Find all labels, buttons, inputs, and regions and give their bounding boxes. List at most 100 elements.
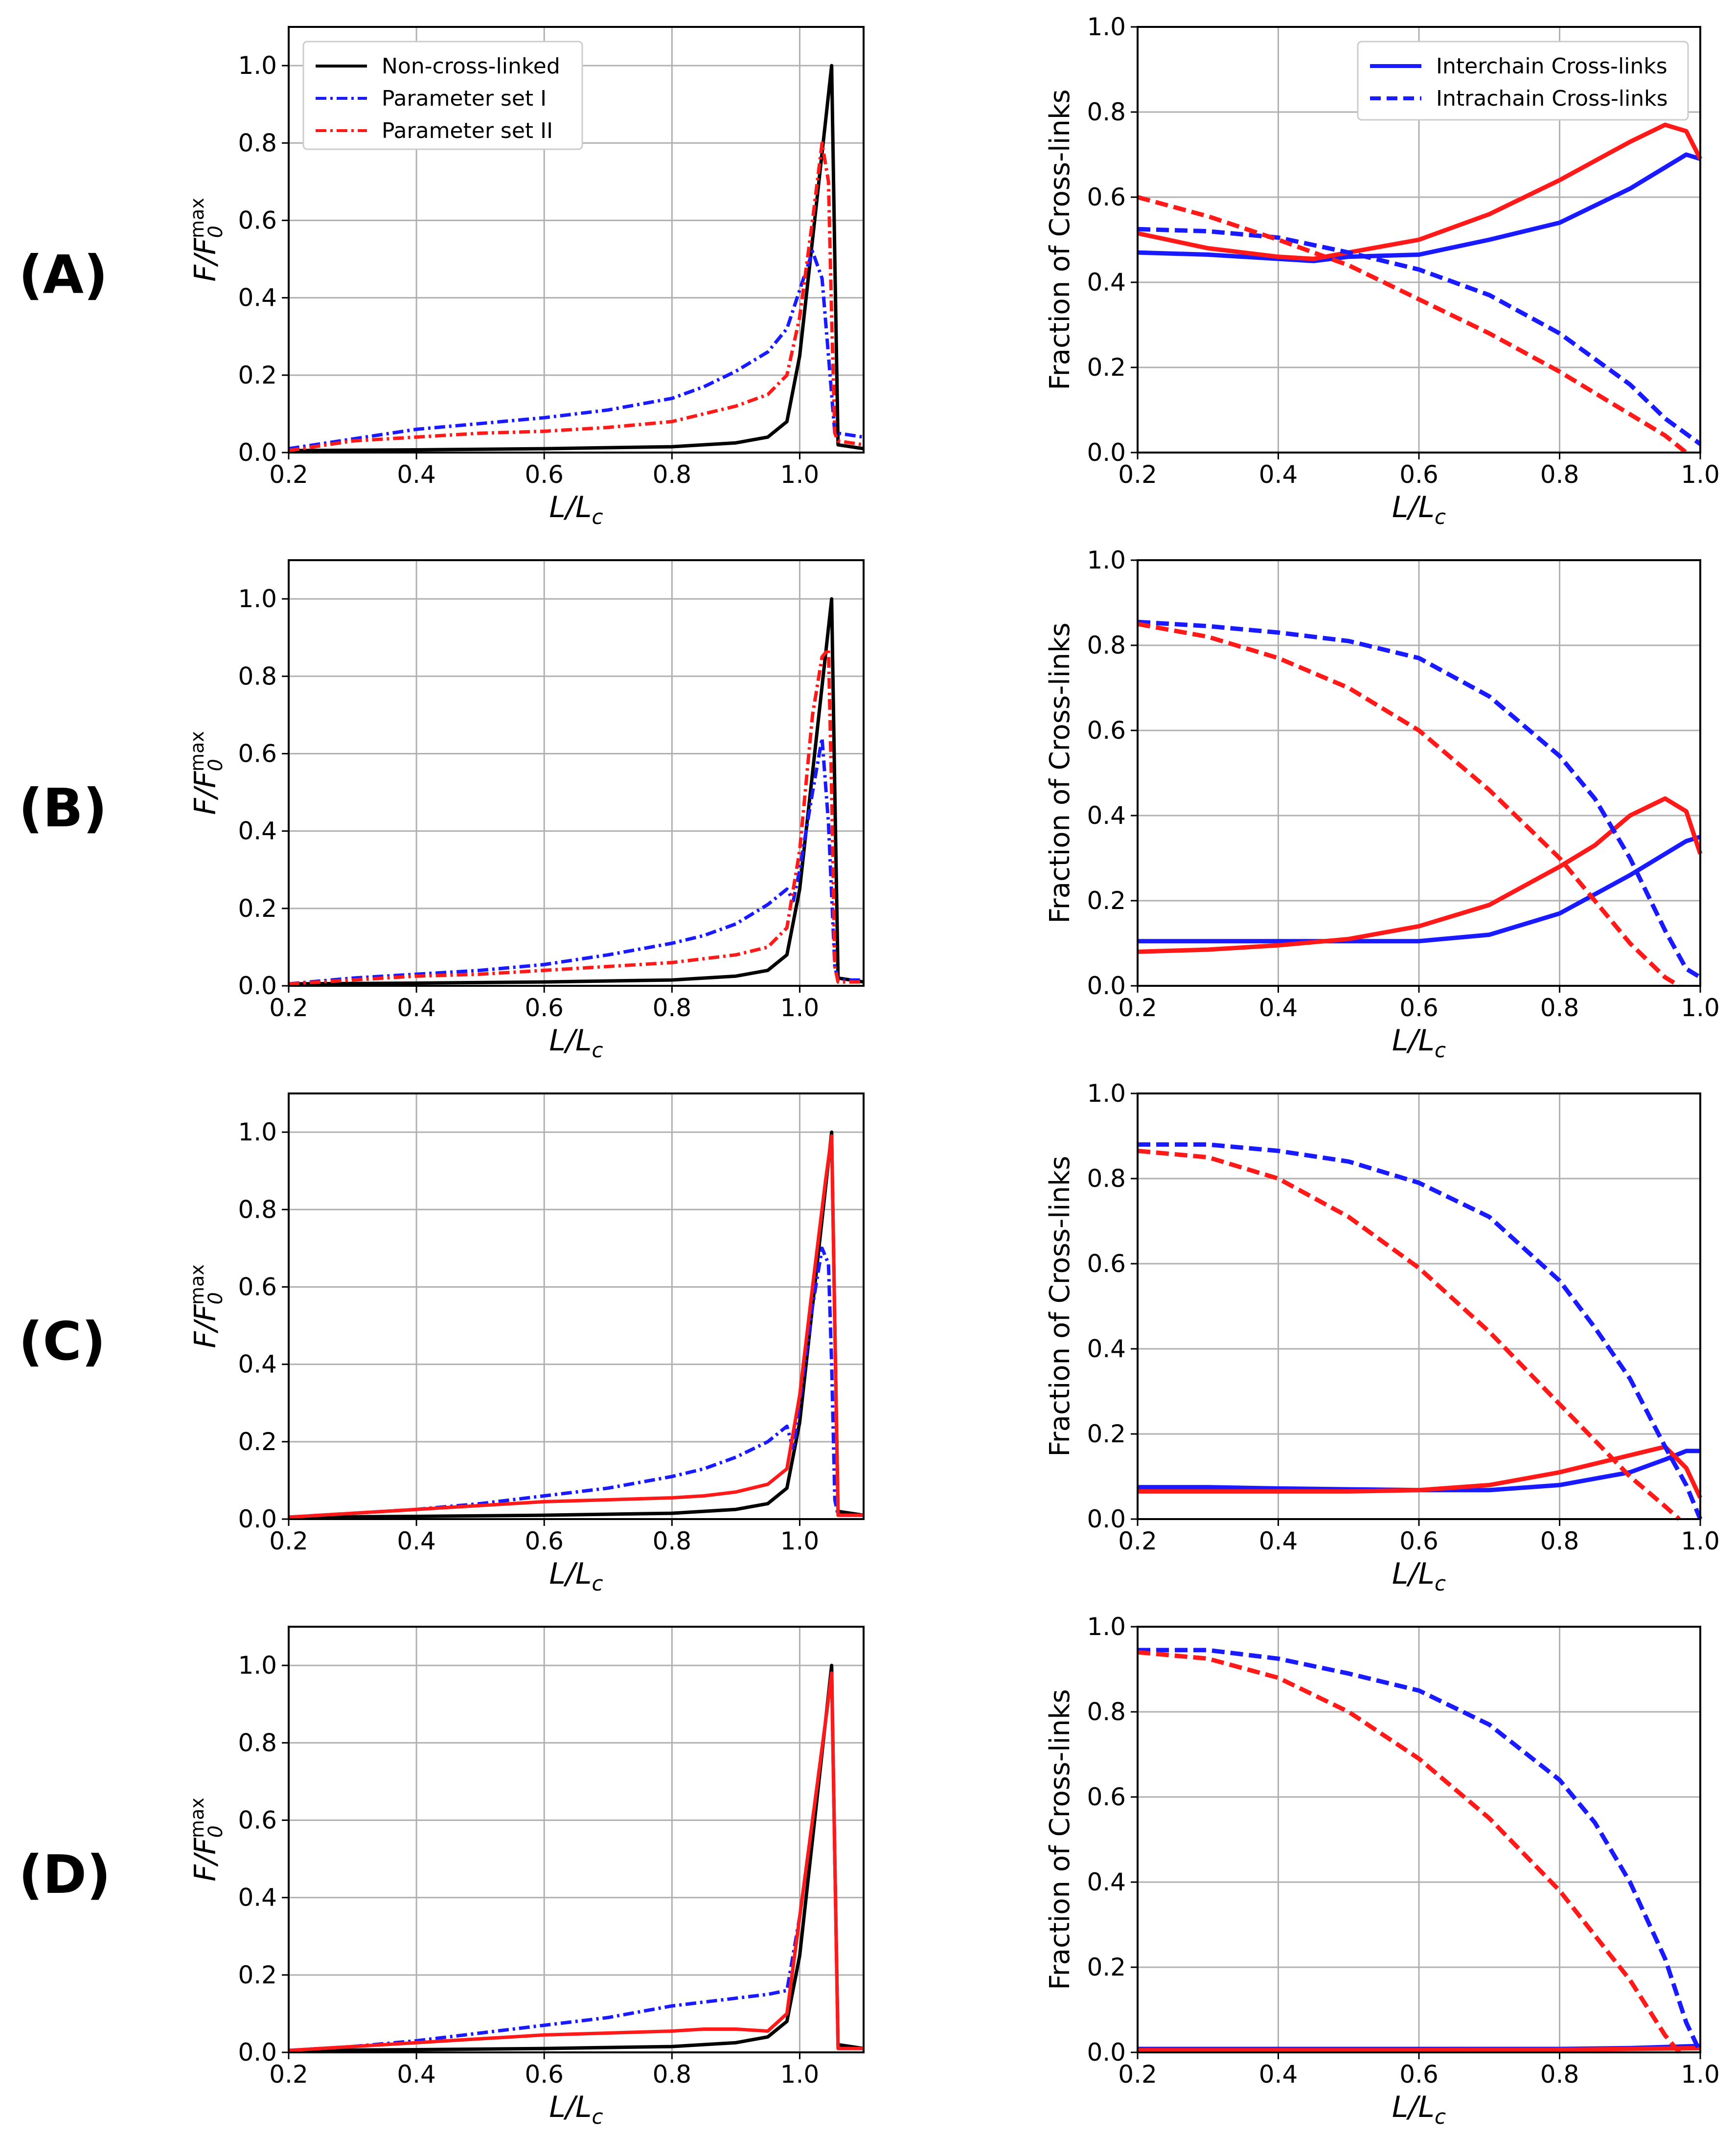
- legend-frame: [302, 41, 583, 150]
- y-axis-label: Fraction of Cross-links: [1044, 89, 1076, 390]
- panel-label-c: (C): [19, 1311, 106, 1372]
- y-axis-label: F/F0max: [186, 1264, 227, 1348]
- x-tick-label: 0.8: [653, 994, 692, 1022]
- chart-b-fraction: 0.2 0.4 0.6 0.8 1.00.00.20.40.60.81.0L/LcFra…: [1044, 546, 1720, 1062]
- plot-frame: [1137, 1092, 1701, 1520]
- x-tick-label: 0.6: [525, 994, 564, 1022]
- series-line-parameter-set-ii: [288, 1134, 864, 1519]
- x-tick-label: 1.0: [780, 2060, 820, 2089]
- y-tick-label: 1.0: [1087, 1613, 1126, 1641]
- series-line-intrachain-set-ii: [1137, 622, 1681, 988]
- y-tick-label: 0.6: [238, 1806, 277, 1834]
- x-tick-label: 0.2: [1118, 460, 1157, 489]
- y-tick-label: 0.0: [238, 1505, 277, 1533]
- y-tick-label: 1.0: [238, 1651, 277, 1680]
- x-tick-label: 0.6: [525, 460, 564, 489]
- y-tick-label: 0.8: [238, 1195, 277, 1224]
- series-line-parameter-set-i: [288, 250, 864, 451]
- y-tick-label: 1.0: [238, 1118, 277, 1146]
- legend-entry-label: Non-cross-linked: [382, 54, 560, 79]
- y-tick-label: 0.2: [1087, 1953, 1126, 1981]
- panel-label-a: (A): [19, 245, 108, 306]
- x-tick-label: 0.4: [1259, 460, 1298, 489]
- x-tick-label: 0.8: [1540, 2060, 1579, 2089]
- x-tick-label: 1.0: [780, 994, 820, 1022]
- y-tick-label: 0.4: [1087, 268, 1126, 296]
- x-tick-label: 0.4: [397, 1527, 436, 1555]
- series-line-parameter-set-ii: [288, 141, 864, 453]
- y-tick-label: 0.8: [238, 129, 277, 157]
- y-tick-label: 0.2: [238, 894, 277, 923]
- y-tick-label: 0.4: [238, 817, 277, 845]
- y-tick-label: 0.2: [1087, 887, 1126, 915]
- x-axis-label: L/Lc: [1392, 1023, 1446, 1062]
- y-tick-label: 0.6: [238, 739, 277, 768]
- y-tick-label: 0.2: [238, 1961, 277, 1989]
- y-tick-label: 0.4: [238, 284, 277, 312]
- x-axis-label: L/Lc: [1392, 1557, 1446, 1595]
- series-line-intrachain-set-i: [1137, 619, 1702, 979]
- x-tick-label: 0.8: [1540, 1527, 1579, 1555]
- x-tick-label: 0.6: [1399, 994, 1439, 1022]
- x-axis-label: L/Lc: [549, 1023, 603, 1062]
- y-tick-label: 0.6: [1087, 1250, 1126, 1278]
- x-tick-label: 0.8: [653, 1527, 692, 1555]
- y-tick-label: 0.0: [1087, 438, 1126, 467]
- series-line-interchain-set-i: [1138, 835, 1701, 944]
- x-tick-label: 0.2: [269, 460, 308, 489]
- y-axis-label: F/F0max: [186, 1797, 227, 1882]
- x-tick-label: 0.4: [1259, 994, 1298, 1022]
- y-tick-label: 0.8: [1087, 631, 1126, 659]
- series-line-interchain-set-ii: [1137, 796, 1703, 954]
- y-tick-label: 1.0: [238, 51, 277, 80]
- y-tick-label: 0.2: [238, 361, 277, 389]
- y-tick-label: 0.0: [238, 972, 277, 1000]
- chart-d-force: 0.2 0.4 0.6 0.8 1.00.00.20.40.60.81.0L/LcF/F…: [186, 1626, 865, 2129]
- series-line-parameter-set-i: [288, 1671, 864, 2052]
- y-tick-label: 0.8: [1087, 1698, 1126, 1726]
- y-tick-label: 0.0: [1087, 1505, 1126, 1533]
- y-tick-label: 0.6: [1087, 183, 1126, 211]
- x-tick-label: 0.2: [269, 994, 308, 1022]
- y-axis-label: Fraction of Cross-links: [1044, 1156, 1076, 1456]
- chart-a-fraction: 0.2 0.4 0.6 0.8 1.00.00.20.40.60.81.0L/LcFra…: [1044, 13, 1720, 529]
- series-line-parameter-set-i: [288, 736, 864, 986]
- y-tick-label: 0.0: [238, 438, 277, 467]
- series-line-parameter-set-i: [288, 1246, 864, 1519]
- x-tick-label: 1.0: [1681, 2060, 1720, 2089]
- y-tick-label: 1.0: [1087, 546, 1126, 574]
- series-line-intrachain-set-i: [1138, 1648, 1703, 2053]
- series-line-parameter-set-ii: [288, 647, 864, 986]
- legend-entry-label: Interchain Cross-links: [1436, 54, 1667, 79]
- x-tick-label: 0.8: [1540, 460, 1579, 489]
- series-line-interchain-set-ii: [1137, 122, 1703, 261]
- x-tick-label: 0.6: [1399, 2060, 1439, 2089]
- series-line-non-cross-linked: [288, 1130, 864, 1519]
- y-tick-label: 0.0: [1087, 972, 1126, 1000]
- panel-label-d: (D): [19, 1844, 111, 1906]
- panel-label-b: (B): [19, 778, 108, 839]
- y-tick-label: 0.0: [1087, 2038, 1126, 2067]
- y-tick-label: 0.4: [1087, 801, 1126, 830]
- legend-entry-label: Parameter set II: [382, 118, 553, 143]
- x-tick-label: 0.2: [1118, 994, 1157, 1022]
- chart-b-force: 0.2 0.4 0.6 0.8 1.00.00.20.40.60.81.0L/LcF/F…: [186, 559, 865, 1062]
- series-line-interchain-set-i: [1137, 152, 1701, 263]
- y-axis-label: F/F0max: [186, 731, 227, 815]
- series-line-interchain-set-ii: [1138, 1444, 1703, 1499]
- y-tick-label: 1.0: [1087, 13, 1126, 41]
- x-axis-label: L/Lc: [1392, 490, 1446, 529]
- x-tick-label: 0.2: [1118, 2060, 1157, 2089]
- x-axis-label: L/Lc: [549, 2090, 603, 2129]
- legend-fraction: Interchain Cross-links Intrachain Cross-l…: [1357, 41, 1689, 121]
- y-tick-label: 0.6: [238, 1273, 277, 1301]
- x-tick-label: 1.0: [780, 460, 820, 489]
- series-line-intrachain-set-i: [1137, 227, 1702, 446]
- x-tick-label: 0.4: [397, 994, 436, 1022]
- plot-frame: [1137, 1626, 1701, 2053]
- series-line-intrachain-set-ii: [1137, 1148, 1681, 1521]
- y-tick-label: 0.4: [238, 1884, 277, 1912]
- y-tick-label: 0.8: [1087, 1164, 1126, 1193]
- y-tick-label: 0.0: [238, 2038, 277, 2067]
